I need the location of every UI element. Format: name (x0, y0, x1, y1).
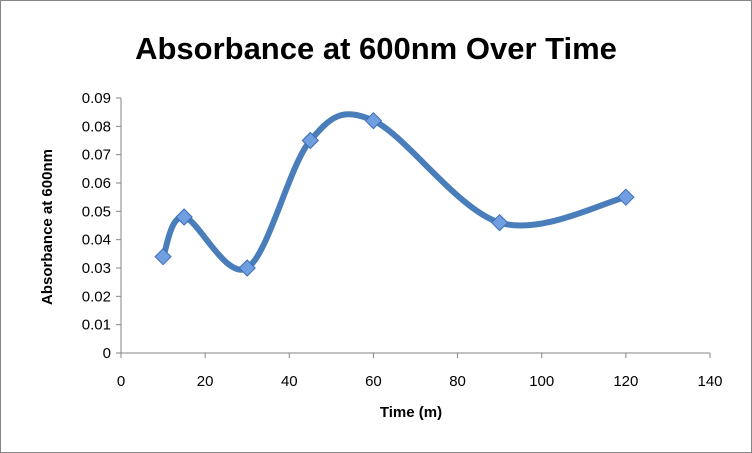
y-axis-title: Absorbance at 600nm (39, 149, 56, 305)
data-point (154, 247, 172, 266)
x-axis: 0 20 40 60 80 100 120 140 (117, 352, 723, 390)
y-tick-label: 0.04 (82, 232, 111, 249)
y-tick-label: 0.03 (82, 260, 111, 277)
y-tick-label: 0.01 (82, 317, 111, 334)
y-tick-label: 0.02 (82, 288, 111, 305)
x-tick-label: 80 (449, 373, 466, 390)
series-line (160, 111, 629, 273)
x-tick-label: 60 (365, 373, 382, 390)
data-point (364, 111, 383, 130)
data-point (490, 213, 509, 232)
data-point (238, 259, 256, 277)
data-point (617, 188, 635, 206)
x-tick-label: 120 (613, 373, 638, 390)
y-tick-label: 0.06 (82, 175, 111, 192)
y-tick-label: 0.05 (82, 203, 111, 220)
chart-title: Absorbance at 600nm Over Time (135, 31, 617, 66)
data-series (154, 111, 635, 277)
y-tick-label: 0.09 (82, 90, 111, 107)
y-axis: 0 0.01 0.02 0.03 0.04 0.05 0.06 0.07 0.08 0.09 (82, 90, 122, 362)
x-axis-title: Time (m) (380, 404, 442, 421)
y-tick-label: 0.08 (82, 118, 111, 135)
y-tick-label: 0.07 (82, 147, 111, 164)
x-tick-label: 140 (697, 373, 722, 390)
x-tick-label: 0 (117, 373, 125, 390)
x-tick-label: 100 (529, 373, 554, 390)
x-tick-label: 20 (197, 373, 214, 390)
data-point (175, 208, 193, 226)
x-tick-label: 40 (281, 373, 298, 390)
data-point (301, 131, 320, 150)
y-tick-label: 0 (103, 345, 111, 362)
